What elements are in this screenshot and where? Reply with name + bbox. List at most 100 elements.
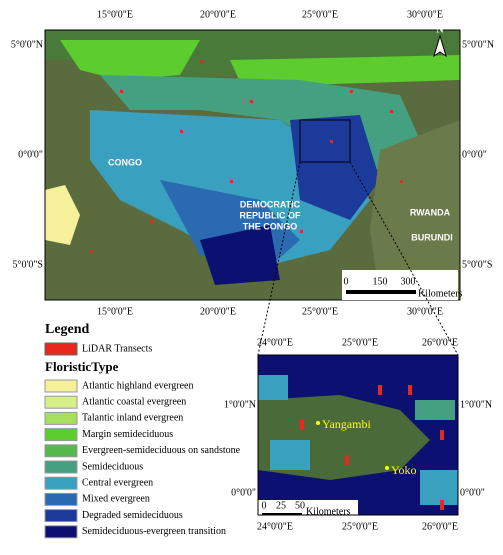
lat-label: 0°0'0" xyxy=(18,149,43,160)
place-label: RWANDA xyxy=(410,207,451,217)
legend-label: Semideciduous-evergreen transition xyxy=(82,526,226,537)
lat-label: 0°0'0" xyxy=(462,149,487,160)
legend-swatch xyxy=(44,476,78,490)
legend-label: Degraded semideciduous xyxy=(82,510,183,521)
lidar-transect xyxy=(120,90,123,93)
lat-label: 0°0'0" xyxy=(231,487,256,498)
place-label: DEMOCRATIC xyxy=(240,199,301,209)
legend-swatch xyxy=(44,395,78,409)
lidar-transect xyxy=(390,110,393,113)
legend-swatch xyxy=(44,492,78,506)
region xyxy=(290,115,380,220)
legend-label: Atlantic coastal evergreen xyxy=(82,396,186,407)
region xyxy=(45,185,80,245)
site xyxy=(385,466,389,470)
scale-bar xyxy=(346,290,416,294)
connector xyxy=(349,161,459,356)
north-arrow xyxy=(433,34,447,58)
lidar-transect xyxy=(330,140,333,143)
place-label: REPUBLIC OF xyxy=(239,210,301,220)
region xyxy=(60,40,200,80)
place-label: THE CONGO xyxy=(243,221,298,231)
lon-label: 25°0'0"E xyxy=(302,9,338,20)
lidar-transect xyxy=(300,420,304,430)
lon-label: 26°0'0"E xyxy=(422,337,458,348)
lidar-transect xyxy=(345,455,349,465)
scale-bar xyxy=(262,513,302,515)
main-map-frame xyxy=(44,29,461,301)
legend-swatch xyxy=(44,460,78,474)
site xyxy=(316,421,320,425)
lat-label: 5°0'0"S xyxy=(13,259,43,270)
lon-label: 25°0'0"E xyxy=(342,521,378,532)
legend-swatch xyxy=(44,525,78,539)
region xyxy=(420,470,458,505)
legend-label: LiDAR Transects xyxy=(82,343,152,354)
lat-label: 0°0'0" xyxy=(460,487,485,498)
lon-label: 25°0'0"E xyxy=(342,337,378,348)
lidar-transect xyxy=(440,430,444,440)
scale-label: 0 xyxy=(344,276,349,287)
lidar-transect xyxy=(350,90,353,93)
region xyxy=(200,225,280,285)
lidar-transect xyxy=(400,180,403,183)
lat-label: 5°0'0"S xyxy=(462,259,492,270)
region xyxy=(270,440,310,470)
lidar-transect xyxy=(180,130,183,133)
lat-label: 5°0'0"N xyxy=(11,39,43,50)
region xyxy=(230,55,460,85)
legend-label: Evergreen-semideciduous on sandstone xyxy=(82,445,241,456)
lon-label: 20°0'0"E xyxy=(200,9,236,20)
lon-label: 15°0'0"E xyxy=(97,9,133,20)
lidar-transect xyxy=(150,220,153,223)
lidar-transect xyxy=(300,230,303,233)
lidar-transect xyxy=(440,500,444,510)
lon-label: 25°0'0"E xyxy=(302,306,338,317)
legend-label: Semideciduous xyxy=(82,461,143,472)
scale-label: 50 xyxy=(295,500,305,511)
lat-label: 1°0'0"N xyxy=(224,399,256,410)
legend-swatch xyxy=(44,411,78,425)
legend-label: Mixed evergreen xyxy=(82,494,150,505)
legend-label: Central evergreen xyxy=(82,477,153,488)
connector xyxy=(257,161,301,356)
scale-box xyxy=(258,500,358,515)
lidar-transect xyxy=(230,180,233,183)
scale-label: 150 xyxy=(373,276,388,287)
region xyxy=(415,400,455,420)
scale-unit: Kilometers xyxy=(306,506,351,517)
lidar-transect xyxy=(408,385,412,395)
lon-label: 20°0'0"E xyxy=(200,306,236,317)
inset-place: Yangambi xyxy=(322,417,371,431)
scale-label: 25 xyxy=(276,500,286,511)
place-label: CONGO xyxy=(108,157,142,167)
lidar-transect xyxy=(90,250,93,253)
legend-swatch xyxy=(44,509,78,523)
inset-frame xyxy=(257,354,459,516)
place-label: BURUNDI xyxy=(411,232,453,242)
lon-label: 15°0'0"E xyxy=(97,306,133,317)
lidar-transect xyxy=(378,385,382,395)
legend-swatch xyxy=(44,342,78,356)
legend-swatch xyxy=(44,379,78,393)
lidar-transect xyxy=(200,60,203,63)
lon-label: 24°0'0"E xyxy=(257,337,293,348)
legend-title: Legend xyxy=(45,322,90,337)
legend-subtitle: FloristicType xyxy=(45,359,119,374)
lidar-transect xyxy=(250,100,253,103)
lon-label: 24°0'0"E xyxy=(257,521,293,532)
lat-label: 1°0'0"N xyxy=(460,399,492,410)
terrain xyxy=(370,120,460,300)
legend-label: Margin semideciduous xyxy=(82,429,173,440)
legend-label: Talantic inland evergreen xyxy=(82,413,183,424)
scale-label: 0 xyxy=(262,500,267,511)
inset-extent xyxy=(299,119,351,163)
region xyxy=(258,375,288,400)
legend-label: Atlantic highland evergreen xyxy=(82,380,193,391)
lat-label: 5°0'0"N xyxy=(462,39,494,50)
inset-place: Yoko xyxy=(391,463,416,477)
scale-label: 300 xyxy=(401,276,416,287)
scale-unit: Kilometers xyxy=(418,288,463,299)
legend-swatch xyxy=(44,444,78,458)
